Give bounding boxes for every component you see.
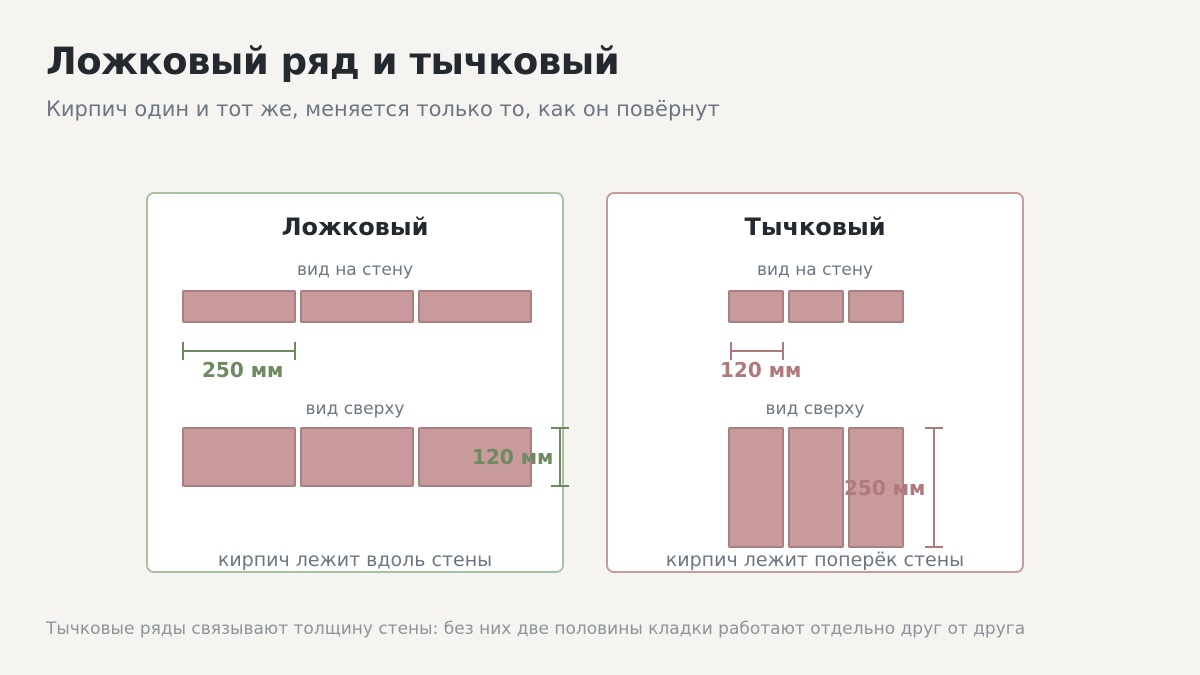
wall-view-brick (848, 290, 904, 323)
wall-view-brick (728, 290, 784, 323)
length-label: 250 мм (202, 358, 284, 382)
top-view-brick (728, 427, 784, 548)
wall-view-brick (300, 290, 414, 323)
panel-caption: кирпич лежит вдоль стены (217, 549, 493, 571)
stretcher-panel: Ложковый вид на стену 250 мм вид сверху … (146, 192, 569, 573)
top-view-brick (848, 427, 904, 548)
page-subtitle: Кирпич один и тот же, меняется только то… (46, 97, 720, 121)
panel-title: Тычковый (744, 213, 886, 241)
depth-label: 120 мм (472, 445, 554, 469)
top-view-label: вид сверху (765, 399, 865, 419)
footnote: Тычковые ряды связывают толщину стены: б… (46, 619, 1026, 639)
header-panel: Тычковый вид на стену 120 мм вид сверху … (606, 192, 1024, 573)
wall-view-brick (182, 290, 296, 323)
top-view-brick (300, 427, 414, 487)
length-label: 120 мм (720, 358, 802, 382)
panel-caption: кирпич лежит поперёк стены (665, 549, 965, 571)
top-view-label: вид сверху (305, 399, 405, 419)
top-view-brick (182, 427, 296, 487)
wall-view-brick (788, 290, 844, 323)
page-title: Ложковый ряд и тычковый (46, 40, 620, 83)
panel-title: Ложковый (281, 213, 429, 241)
wall-view-label: вид на стену (296, 260, 414, 280)
top-view-brick (788, 427, 844, 548)
wall-view-brick (418, 290, 532, 323)
wall-view-label: вид на стену (756, 260, 874, 280)
depth-label: 250 мм (844, 476, 926, 500)
top-view-brick (418, 427, 532, 487)
